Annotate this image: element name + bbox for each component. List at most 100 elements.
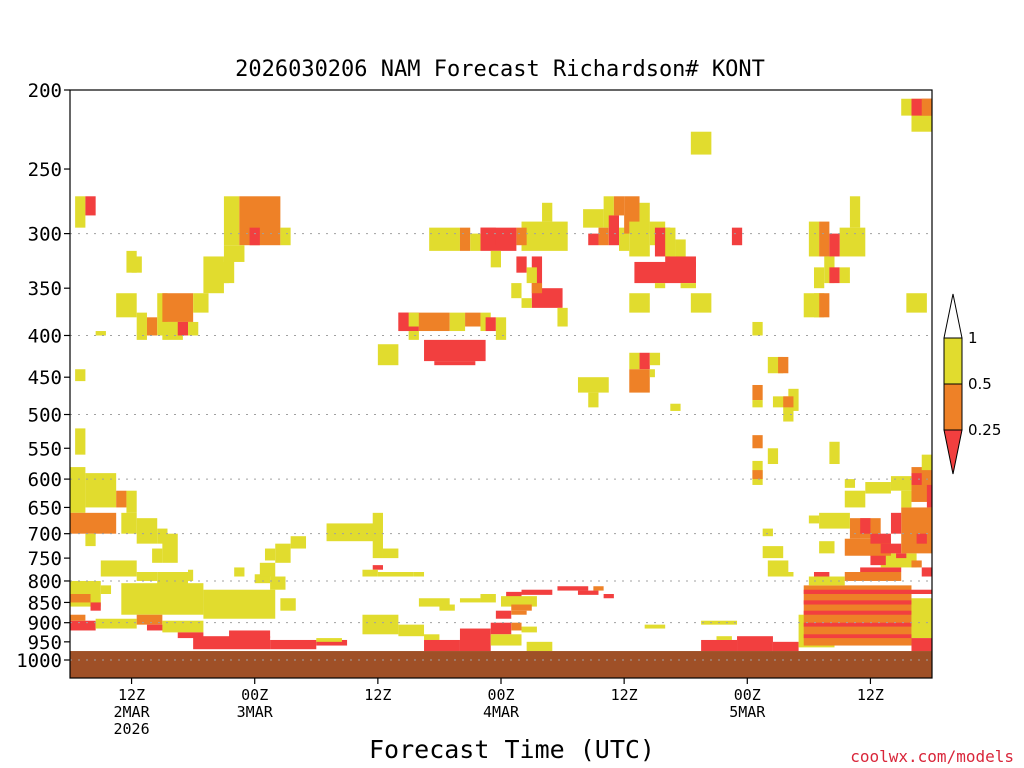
ri-cell xyxy=(911,589,932,595)
ri-cell xyxy=(839,267,850,284)
ri-cell xyxy=(439,604,455,611)
ri-cell xyxy=(280,598,296,611)
ri-cell xyxy=(603,594,614,599)
ri-cell xyxy=(146,624,168,631)
ri-cell xyxy=(588,392,599,408)
ri-cell xyxy=(865,482,891,494)
x-tick-label: 2026 xyxy=(114,720,150,738)
ri-cell xyxy=(136,614,163,625)
x-tick-label: 4MAR xyxy=(483,703,520,721)
ri-cell xyxy=(803,610,912,615)
y-tick-label: 250 xyxy=(28,159,62,181)
ri-cell xyxy=(911,598,932,639)
ri-cell xyxy=(521,221,568,251)
plot-frame xyxy=(69,89,933,679)
ri-cell xyxy=(731,227,743,246)
ri-cell xyxy=(588,233,599,246)
x-tick-label: 12Z xyxy=(118,686,145,704)
ri-cell xyxy=(521,626,537,633)
ri-cell xyxy=(70,594,91,603)
ri-cell xyxy=(901,507,932,554)
ri-cell xyxy=(778,356,789,374)
ri-cell xyxy=(737,636,773,652)
ri-cell xyxy=(613,196,625,216)
ri-cell xyxy=(131,256,142,273)
x-axis-title: Forecast Time (UTC) xyxy=(369,735,655,764)
ri-cell xyxy=(85,196,96,216)
ri-cell xyxy=(372,512,383,559)
ri-cell xyxy=(465,312,481,327)
ri-cell xyxy=(85,533,96,547)
ri-cell xyxy=(680,283,696,289)
ri-cell xyxy=(639,202,650,234)
ri-cell xyxy=(690,293,712,313)
ri-cell xyxy=(382,548,399,559)
ri-cell xyxy=(619,227,630,251)
ri-cell xyxy=(490,622,512,635)
ri-cell xyxy=(911,560,922,568)
ri-cell xyxy=(808,221,820,257)
y-tick-label: 300 xyxy=(28,224,62,246)
ri-cell xyxy=(434,361,476,366)
ri-cell xyxy=(911,473,922,485)
ri-cell xyxy=(316,638,342,642)
colorbar-lower-triangle xyxy=(943,429,963,475)
y-tick-label: 800 xyxy=(28,571,62,593)
ri-cell xyxy=(803,622,912,627)
ri-cell xyxy=(377,572,414,577)
ri-cell xyxy=(829,267,840,284)
x-tick-label: 00Z xyxy=(241,686,268,704)
ri-cell xyxy=(526,267,537,284)
x-tick-label: 12Z xyxy=(364,686,391,704)
ri-cell xyxy=(136,518,158,544)
ri-cell xyxy=(408,331,419,340)
ri-cell xyxy=(808,515,820,524)
ri-cell xyxy=(803,293,820,318)
ri-cell xyxy=(316,639,348,646)
ri-cell xyxy=(70,512,117,534)
ri-cell xyxy=(70,614,86,621)
ri-cell xyxy=(844,490,866,508)
ri-cell xyxy=(188,321,199,336)
ri-cell xyxy=(783,396,794,408)
ri-cell xyxy=(921,567,932,577)
ri-cell xyxy=(577,590,599,595)
ri-cell xyxy=(906,293,927,313)
ri-cell xyxy=(203,589,276,619)
y-tick-label: 450 xyxy=(28,367,62,389)
ri-cell xyxy=(829,441,840,465)
y-tick-label: 600 xyxy=(28,469,62,491)
y-tick-label: 500 xyxy=(28,405,62,427)
ri-cell xyxy=(326,523,378,542)
x-tick-label: 12Z xyxy=(857,686,884,704)
ri-cell xyxy=(506,591,522,599)
ri-cell xyxy=(752,435,763,449)
x-tick-label: 3MAR xyxy=(237,703,274,721)
ri-cell xyxy=(813,572,830,577)
ri-cell xyxy=(890,512,902,534)
ri-cell xyxy=(270,576,286,590)
ri-cell xyxy=(860,567,902,573)
ri-cell xyxy=(716,636,732,640)
ri-cell xyxy=(75,369,86,382)
ri-cell xyxy=(629,352,640,370)
ri-cell xyxy=(264,548,276,561)
ri-cell xyxy=(813,267,825,289)
ri-cell xyxy=(870,553,886,566)
ri-cell xyxy=(593,586,604,591)
ri-cell xyxy=(603,196,614,228)
ri-cell xyxy=(511,604,532,611)
ri-cell xyxy=(577,377,609,393)
ri-cell xyxy=(654,283,666,289)
ri-cell xyxy=(639,352,650,370)
ri-cell xyxy=(521,298,532,308)
ri-cell xyxy=(116,490,127,508)
ri-cell xyxy=(921,454,932,471)
ri-cell xyxy=(90,602,101,611)
ri-cell xyxy=(870,533,891,544)
ri-cell xyxy=(188,569,194,581)
ri-cell xyxy=(516,256,527,273)
ri-cell xyxy=(424,339,486,362)
ri-cell xyxy=(511,610,527,615)
